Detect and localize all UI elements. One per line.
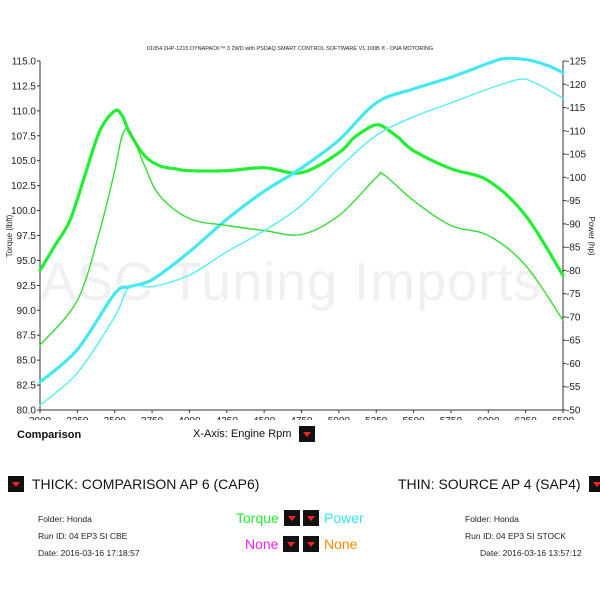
right-run-folder: Folder: Honda bbox=[465, 514, 519, 524]
legend-none-right-label: None bbox=[324, 536, 358, 552]
x-axis-ticks: 3000 3250 3500 3750 4000 4250 4500 4750 5000 5250… bbox=[29, 410, 575, 420]
legend-torque[interactable]: Torque bbox=[236, 510, 300, 526]
left-tick-label: 112.5 bbox=[12, 81, 37, 92]
legend-none-left-label: None bbox=[245, 536, 279, 552]
right-tick-label: -75 bbox=[566, 289, 581, 300]
left-run-date: Date: 2016-03-16 17:18:57 bbox=[38, 548, 140, 558]
right-run-date: Date: 2016-03-16 13:57:12 bbox=[480, 548, 582, 558]
x-tick-label: 5500 bbox=[402, 416, 425, 420]
series-layer bbox=[38, 56, 565, 406]
left-tick-label: 97.5 bbox=[17, 231, 37, 242]
power-dropdown-icon[interactable] bbox=[303, 510, 319, 526]
left-tick-label: 102.5 bbox=[11, 181, 36, 192]
x-tick-label: 3250 bbox=[66, 416, 89, 420]
x-axis-label: X-Axis: Engine Rpm bbox=[193, 428, 292, 440]
thin-run-selector[interactable]: THIN: SOURCE AP 4 (SAP4) bbox=[398, 476, 600, 492]
right-tick-label: -50 bbox=[566, 406, 581, 417]
right-run-id: Run ID: 04 EP3 SI STOCK bbox=[465, 531, 566, 541]
right-tick-label: -120 bbox=[566, 80, 586, 91]
left-tick-label: 92.5 bbox=[17, 281, 37, 292]
thick-run-label: THICK: COMPARISON AP 6 (CAP6) bbox=[32, 476, 260, 492]
x-tick-label: 4750 bbox=[290, 416, 313, 420]
right-tick-label: -60 bbox=[566, 359, 581, 370]
plot-frame bbox=[39, 61, 564, 411]
right-tick-label: -100 bbox=[566, 173, 586, 184]
x-axis-dropdown-icon[interactable] bbox=[299, 426, 316, 442]
right-tick-label: -110 bbox=[566, 126, 586, 137]
legend-none-right[interactable]: None bbox=[303, 536, 357, 552]
left-tick-label: 105.0 bbox=[11, 156, 36, 167]
x-tick-label: 4000 bbox=[178, 416, 201, 420]
torque-dropdown-icon[interactable] bbox=[283, 510, 300, 526]
x-tick-label: 4500 bbox=[253, 416, 276, 420]
x-tick-label: 6250 bbox=[515, 416, 538, 420]
thin-power-line bbox=[39, 78, 564, 406]
none-right-dropdown-icon[interactable] bbox=[303, 536, 319, 552]
left-tick-label: 100.0 bbox=[11, 206, 36, 217]
left-tick-label: 80.0 bbox=[17, 406, 37, 417]
right-tick-label: -95 bbox=[566, 196, 581, 207]
left-axis-title: Torque (lbft) bbox=[5, 214, 14, 257]
right-axis-ticks: -50 -55 -60 -65 -70 -75 -80 -85 -90 -95 -100 -105 -1… bbox=[563, 57, 586, 417]
x-tick-label: 5750 bbox=[440, 416, 463, 420]
x-tick-label: 5000 bbox=[328, 416, 351, 420]
left-tick-label: 107.5 bbox=[11, 131, 36, 142]
left-tick-label: 95.0 bbox=[17, 256, 37, 267]
legend-torque-label: Torque bbox=[236, 510, 279, 526]
none-left-dropdown-icon[interactable] bbox=[283, 536, 300, 552]
right-tick-label: -85 bbox=[566, 243, 581, 254]
thin-torque-line bbox=[39, 127, 564, 346]
left-tick-label: 82.5 bbox=[17, 381, 37, 392]
legend-power-label: Power bbox=[324, 510, 364, 526]
right-tick-label: -125 bbox=[566, 57, 586, 68]
x-axis-selector[interactable]: X-Axis: Engine Rpm bbox=[193, 426, 316, 442]
left-run-folder: Folder: Honda bbox=[38, 514, 92, 524]
dyno-chart: ASC Tuning Imports 01054 2HP-1215 DYNAPA… bbox=[5, 45, 596, 420]
right-tick-label: -55 bbox=[566, 382, 581, 393]
watermark: ASC Tuning Imports bbox=[40, 252, 541, 312]
right-axis-title: Power (hp) bbox=[587, 216, 596, 255]
legend-none-left[interactable]: None bbox=[245, 536, 300, 552]
x-tick-label: 6500 bbox=[552, 416, 575, 420]
left-tick-label: 87.5 bbox=[17, 331, 37, 342]
comparison-label: Comparison bbox=[17, 429, 82, 441]
left-tick-label: 90.0 bbox=[17, 306, 37, 317]
thick-run-dropdown-icon[interactable] bbox=[8, 476, 24, 492]
x-tick-label: 3000 bbox=[29, 416, 52, 420]
x-tick-label: 3500 bbox=[104, 416, 127, 420]
right-tick-label: -80 bbox=[566, 266, 581, 277]
right-tick-label: -115 bbox=[566, 103, 586, 114]
x-tick-label: 6000 bbox=[477, 416, 500, 420]
x-tick-label: 3750 bbox=[141, 416, 164, 420]
thick-run-selector[interactable]: THICK: COMPARISON AP 6 (CAP6) bbox=[8, 476, 259, 492]
right-tick-label: -105 bbox=[566, 150, 586, 161]
chart-title: 01054 2HP-1215 DYNAPACK™ 3 2WD with PSDA… bbox=[147, 45, 433, 52]
thin-run-label: THIN: SOURCE AP 4 (SAP4) bbox=[398, 476, 581, 492]
right-tick-label: -70 bbox=[566, 312, 581, 323]
thick-power-line bbox=[38, 56, 565, 384]
right-tick-label: -65 bbox=[566, 336, 581, 347]
left-tick-label: 115.0 bbox=[12, 57, 37, 68]
right-tick-label: -90 bbox=[566, 219, 581, 230]
x-tick-label: 5250 bbox=[365, 416, 388, 420]
left-axis-ticks: 80.0 82.5 85.0 87.5 90.0 92.5 95.0 97.5 100.0 102… bbox=[11, 57, 40, 417]
legend-power[interactable]: Power bbox=[303, 510, 364, 526]
thin-run-dropdown-icon[interactable] bbox=[588, 476, 600, 492]
thick-torque-line bbox=[38, 108, 565, 277]
x-tick-label: 4250 bbox=[216, 416, 239, 420]
left-tick-label: 110.0 bbox=[12, 106, 37, 117]
left-tick-label: 85.0 bbox=[17, 356, 37, 367]
left-run-id: Run ID: 04 EP3 SI CBE bbox=[38, 531, 128, 541]
